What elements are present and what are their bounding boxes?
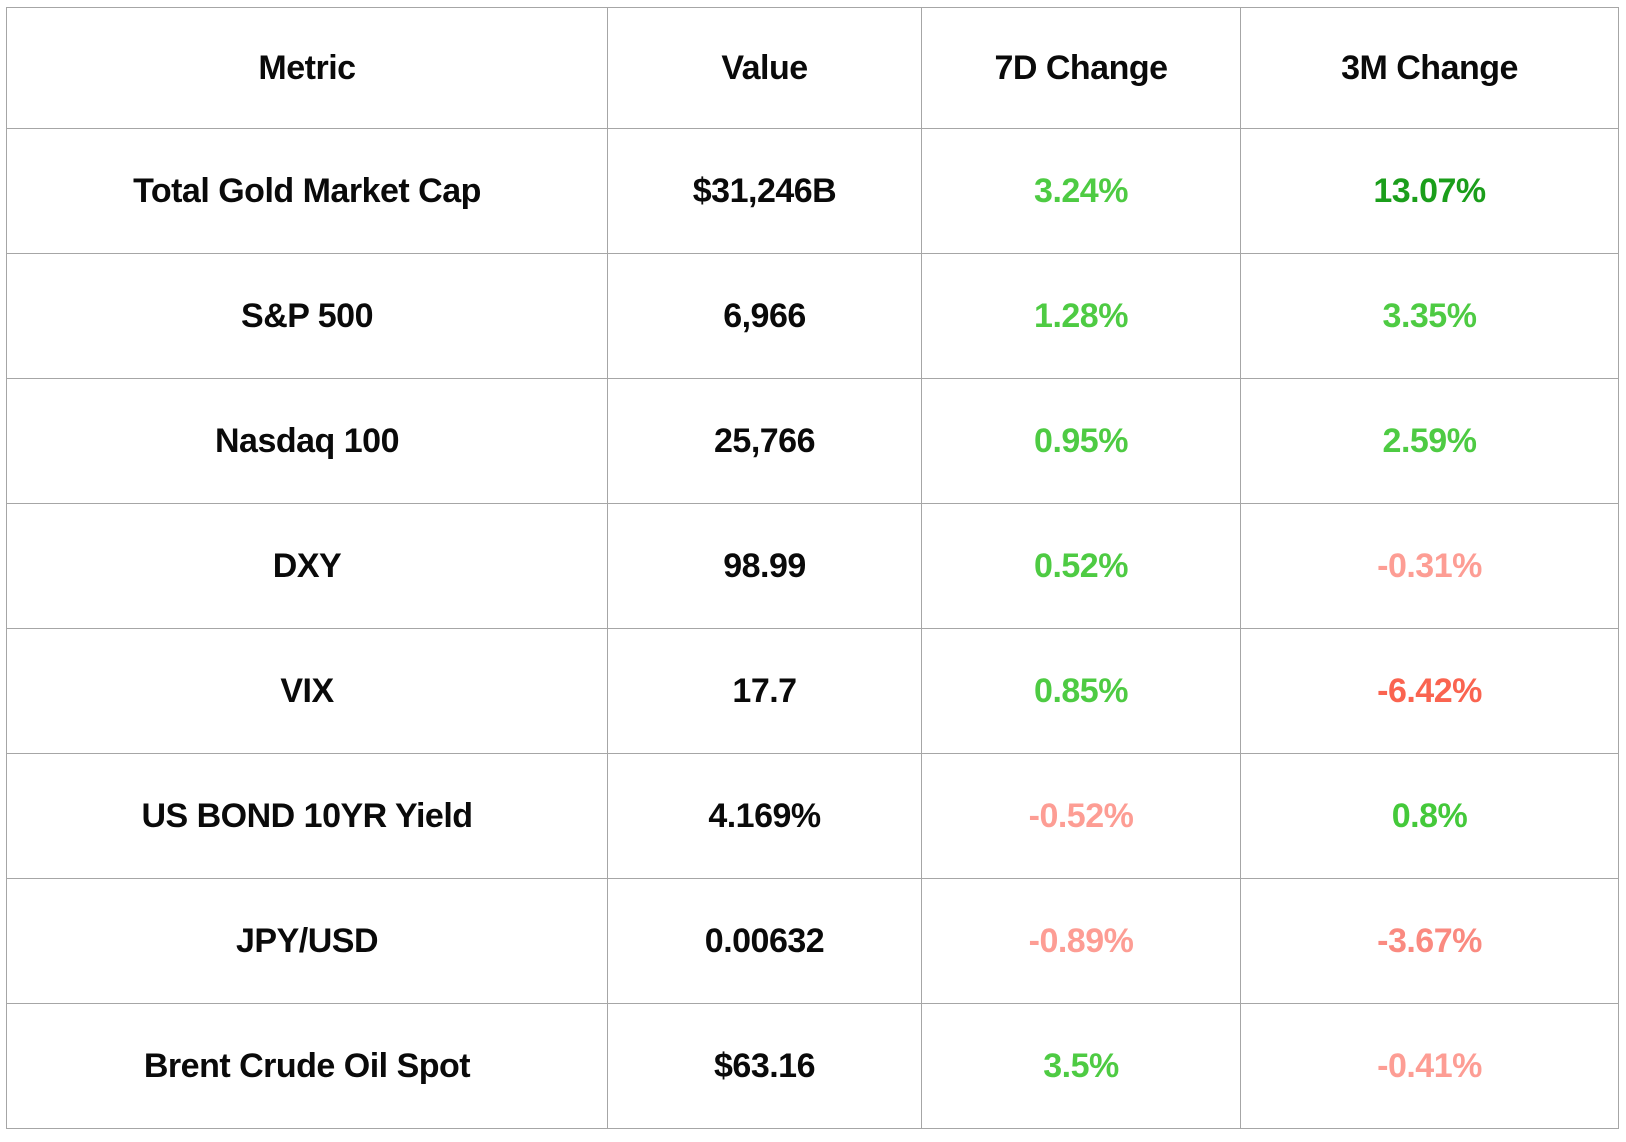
table-row: Total Gold Market Cap $31,246B 3.24% 13.07% (6, 128, 1619, 254)
change-7d-cell: -0.89% (921, 878, 1241, 1004)
table-row: Brent Crude Oil Spot $63.16 3.5% -0.41% (6, 1003, 1619, 1129)
metric-cell: VIX (6, 628, 608, 754)
metric-cell: S&P 500 (6, 253, 608, 379)
header-3m-change: 3M Change (1240, 7, 1619, 129)
metric-cell: Brent Crude Oil Spot (6, 1003, 608, 1129)
table-row: JPY/USD 0.00632 -0.89% -3.67% (6, 878, 1619, 1004)
change-3m-cell: -0.41% (1240, 1003, 1619, 1129)
change-7d-cell: -0.52% (921, 753, 1241, 879)
table-header: Metric Value 7D Change 3M Change (6, 7, 1619, 129)
change-3m-cell: -3.67% (1240, 878, 1619, 1004)
value-cell: 98.99 (607, 503, 922, 629)
metric-cell: Nasdaq 100 (6, 378, 608, 504)
value-cell: $63.16 (607, 1003, 922, 1129)
change-7d-cell: 0.95% (921, 378, 1241, 504)
metric-cell: JPY/USD (6, 878, 608, 1004)
change-7d-cell: 3.5% (921, 1003, 1241, 1129)
value-cell: 25,766 (607, 378, 922, 504)
value-cell: 17.7 (607, 628, 922, 754)
table-row: DXY 98.99 0.52% -0.31% (6, 503, 1619, 629)
change-7d-cell: 0.52% (921, 503, 1241, 629)
table-body: Total Gold Market Cap $31,246B 3.24% 13.07%… (6, 128, 1619, 1129)
change-3m-cell: 2.59% (1240, 378, 1619, 504)
market-metrics-table: Metric Value 7D Change 3M Change Total G… (6, 7, 1619, 1129)
table-row: Nasdaq 100 25,766 0.95% 2.59% (6, 378, 1619, 504)
change-3m-cell: 13.07% (1240, 128, 1619, 254)
change-3m-cell: -0.31% (1240, 503, 1619, 629)
table-row: S&P 500 6,966 1.28% 3.35% (6, 253, 1619, 379)
change-7d-cell: 1.28% (921, 253, 1241, 379)
market-metrics-table-container: Metric Value 7D Change 3M Change Total G… (6, 7, 1619, 1129)
header-metric: Metric (6, 7, 608, 129)
header-row: Metric Value 7D Change 3M Change (6, 7, 1619, 129)
metric-cell: Total Gold Market Cap (6, 128, 608, 254)
change-7d-cell: 0.85% (921, 628, 1241, 754)
value-cell: $31,246B (607, 128, 922, 254)
metric-cell: DXY (6, 503, 608, 629)
table-row: US BOND 10YR Yield 4.169% -0.52% 0.8% (6, 753, 1619, 879)
header-7d-change: 7D Change (921, 7, 1241, 129)
value-cell: 0.00632 (607, 878, 922, 1004)
change-3m-cell: -6.42% (1240, 628, 1619, 754)
change-3m-cell: 0.8% (1240, 753, 1619, 879)
value-cell: 6,966 (607, 253, 922, 379)
change-3m-cell: 3.35% (1240, 253, 1619, 379)
change-7d-cell: 3.24% (921, 128, 1241, 254)
value-cell: 4.169% (607, 753, 922, 879)
header-value: Value (607, 7, 922, 129)
table-row: VIX 17.7 0.85% -6.42% (6, 628, 1619, 754)
metric-cell: US BOND 10YR Yield (6, 753, 608, 879)
